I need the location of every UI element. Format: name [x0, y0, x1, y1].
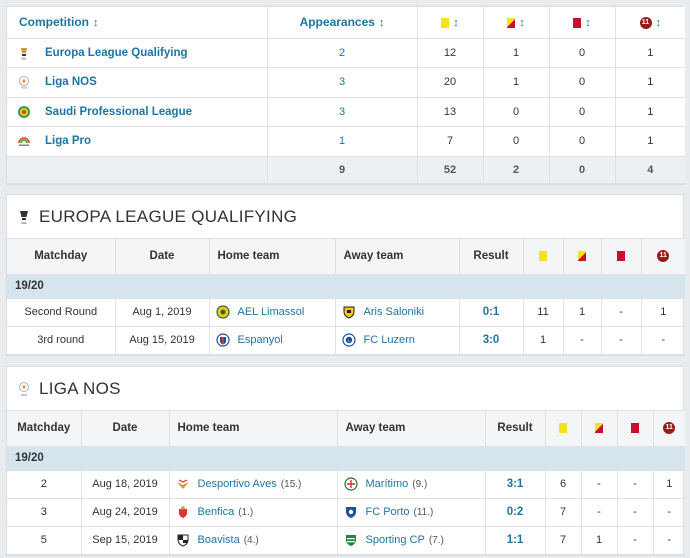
games-ball-icon: 11 [663, 422, 676, 435]
svg-text:NOS: NOS [21, 393, 28, 397]
svg-text:UEL: UEL [21, 221, 27, 225]
europa-league-icon: UEL [17, 209, 31, 225]
svg-text:L: L [347, 338, 350, 343]
red-card-icon [617, 251, 625, 262]
home-team-link[interactable]: Boavista [197, 533, 240, 546]
match-result-link[interactable]: 0:2 [506, 506, 524, 518]
sort-yellow-red-card-header[interactable]: ↕ [483, 7, 550, 39]
europa-league-icon: UEL [17, 46, 31, 60]
league-position: (7.) [428, 534, 444, 546]
ael-limassol-crest-icon [215, 305, 230, 319]
sort-arrow-icon: ↕ [93, 17, 99, 30]
match-result-link[interactable]: 3:0 [482, 334, 500, 346]
away-team-link[interactable]: FC Porto [365, 505, 410, 518]
aris-saloniki-crest-icon [342, 305, 356, 319]
espanyol-crest-icon [215, 333, 230, 347]
svg-text:NOS: NOS [21, 86, 28, 90]
totals-row: 9 52 2 0 4 [7, 156, 685, 184]
season-row: 19/20 [7, 274, 685, 299]
table-row: UEL Europa League Qualifying 2 12 1 0 1 [7, 38, 685, 68]
section-header: UEL EUROPA LEAGUE QUALIFYING [7, 195, 683, 239]
liga-nos-icon: NOS [17, 75, 31, 89]
appearances-link[interactable]: 1 [338, 135, 346, 148]
sort-arrow-icon: ↕ [519, 17, 525, 30]
table-row: Second Round Aug 1, 2019 AEL Limassol Ar… [7, 298, 685, 327]
competition-link[interactable]: Europa League Qualifying [45, 46, 188, 59]
yellow-red-card-icon [507, 18, 516, 29]
sort-competition-header[interactable]: Competition ↕ [7, 7, 268, 39]
sort-arrow-icon: ↕ [585, 17, 591, 30]
table-row: 2 Aug 18, 2019 Desportivo Aves (15.) Marí… [7, 470, 685, 499]
competition-link[interactable]: Liga NOS [45, 76, 97, 89]
sort-arrow-icon: ↕ [378, 17, 385, 30]
sort-red-card-header[interactable]: ↕ [549, 7, 616, 39]
league-position: (11.) [413, 506, 434, 518]
match-result-link[interactable]: 0:1 [482, 306, 500, 318]
red-card-icon [573, 18, 582, 29]
competition-link[interactable]: Saudi Professional League [45, 105, 192, 118]
red-card-icon [631, 423, 639, 434]
summary-header-row: Competition ↕ Appearances ↕ ↕ ↕ ↕ 11 ↕ [7, 7, 685, 39]
competition-summary-table: Competition ↕ Appearances ↕ ↕ ↕ ↕ 11 ↕ UEL E… [6, 6, 685, 185]
away-team-link[interactable]: Marítimo [365, 477, 409, 490]
sort-games-header[interactable]: 11 ↕ [615, 7, 685, 39]
games-ball-icon: 11 [639, 17, 652, 30]
table-row: 5 Sep 15, 2019 Boavista (4.) Sporting CP(… [7, 526, 685, 555]
away-team-link[interactable]: FC Luzern [363, 333, 415, 346]
season-row: 19/20 [7, 446, 685, 471]
sort-yellow-card-header[interactable]: ↕ [417, 7, 484, 39]
desportivo-aves-crest-icon [176, 477, 190, 491]
league-position: (9.) [412, 478, 428, 490]
table-row: 3rd round Aug 15, 2019 Espanyol L FC Luze… [7, 326, 685, 355]
table-row: Saudi Professional League 3 13 0 0 1 [7, 97, 685, 127]
table-row: 3 Aug 24, 2019 Benfica (1.) FC Porto (11.)… [7, 498, 685, 527]
home-team-link[interactable]: AEL Limassol [237, 305, 305, 318]
sort-arrow-icon: ↕ [655, 17, 662, 30]
match-result-link[interactable]: 3:1 [506, 478, 524, 490]
match-header-row: Matchday Date Home team Away team Result… [7, 239, 685, 275]
sporting-cp-crest-icon [344, 533, 358, 547]
match-result-link[interactable]: 1:1 [506, 534, 524, 546]
section-title: EUROPA LEAGUE QUALIFYING [39, 206, 298, 226]
svg-text:UEL: UEL [21, 56, 27, 60]
yellow-card-icon [539, 251, 547, 262]
appearances-link[interactable]: 2 [338, 46, 346, 59]
sort-arrow-icon: ↕ [453, 17, 459, 30]
fc-luzern-crest-icon: L [341, 333, 356, 347]
yellow-card-icon [559, 423, 567, 434]
appearances-link[interactable]: 3 [338, 76, 346, 89]
liga-pro-icon [17, 134, 31, 148]
table-row: Liga Pro 1 7 0 0 1 [7, 126, 685, 157]
games-ball-icon: 11 [657, 250, 670, 263]
benfica-crest-icon [176, 505, 190, 519]
table-row: NOS Liga NOS 3 20 1 0 1 [7, 67, 685, 98]
maritimo-crest-icon [343, 477, 358, 491]
section-header: NOS LIGA NOS [7, 367, 683, 411]
boavista-crest-icon [176, 533, 190, 547]
sort-appearances-header[interactable]: Appearances ↕ [267, 7, 418, 39]
appearances-link[interactable]: 3 [338, 105, 346, 118]
yellow-card-icon [441, 18, 450, 29]
league-position: (4.) [243, 534, 259, 546]
liga-nos-section: NOS LIGA NOS Matchday Date Home team Awa… [6, 366, 685, 556]
saudi-league-icon [17, 105, 31, 119]
match-header-row: Matchday Date Home team Away team Result… [7, 411, 685, 447]
away-team-link[interactable]: Sporting CP [365, 533, 425, 546]
league-position: (15.) [280, 478, 302, 490]
fc-porto-crest-icon [344, 505, 358, 519]
home-team-link[interactable]: Benfica [197, 505, 235, 518]
yellow-red-card-icon [578, 251, 586, 262]
league-position: (1.) [238, 506, 254, 518]
away-team-link[interactable]: Aris Saloniki [363, 305, 425, 318]
europa-league-section: UEL EUROPA LEAGUE QUALIFYING Matchday Da… [6, 194, 685, 356]
home-team-link[interactable]: Espanyol [237, 333, 283, 346]
yellow-red-card-icon [595, 423, 603, 434]
home-team-link[interactable]: Desportivo Aves [197, 477, 277, 490]
competition-link[interactable]: Liga Pro [45, 135, 92, 148]
liga-nos-icon: NOS [17, 381, 31, 397]
section-title: LIGA NOS [39, 378, 121, 398]
